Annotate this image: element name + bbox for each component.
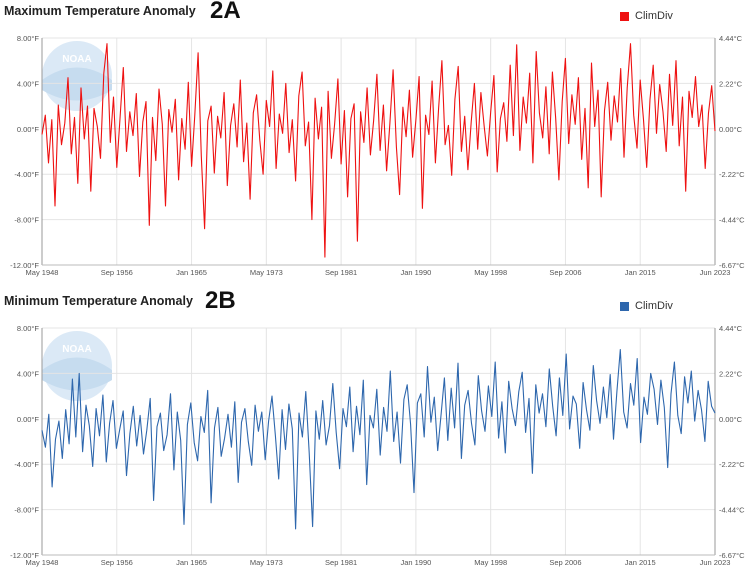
y-tick-label-left: 8.00°F: [17, 324, 40, 333]
y-tick-label-right: 4.44°C: [719, 34, 743, 43]
legend-swatch: [620, 11, 629, 21]
x-tick-label: Sep 1981: [325, 268, 357, 277]
y-tick-label-left: -12.00°F: [10, 261, 39, 270]
legend-label: ClimDiv: [635, 300, 673, 312]
x-tick-label: Jun 2023: [700, 558, 731, 567]
x-tick-label: Jan 1965: [176, 558, 207, 567]
logo-wave: [42, 67, 112, 101]
logo-text: NOAA: [62, 54, 91, 65]
y-tick-label-left: -12.00°F: [10, 551, 39, 560]
x-tick-label: Jan 2015: [625, 558, 656, 567]
x-tick-label: May 1973: [250, 268, 283, 277]
legend-swatch: [620, 301, 629, 311]
x-tick-label: May 1973: [250, 558, 283, 567]
y-tick-label-right: 2.22°C: [719, 79, 743, 88]
x-tick-label: Jan 1990: [400, 558, 431, 567]
x-tick-label: May 1998: [474, 558, 507, 567]
series-line-climdiv: [41, 349, 716, 530]
chart-title: Minimum Temperature Anomaly: [4, 294, 193, 308]
x-tick-label: Sep 2006: [549, 558, 581, 567]
y-tick-label-right: -6.67°C: [719, 551, 745, 560]
max-temp-panel: Maximum Temperature Anomaly 2A ClimDiv N…: [0, 0, 750, 290]
logo-wave: [42, 357, 112, 391]
y-tick-label-right: -4.44°C: [719, 216, 745, 225]
y-tick-label-left: -8.00°F: [14, 216, 39, 225]
x-tick-label: Sep 1956: [101, 268, 133, 277]
y-tick-label-left: 4.00°F: [17, 79, 40, 88]
x-tick-label: Jan 1990: [400, 268, 431, 277]
x-tick-label: Sep 1981: [325, 558, 357, 567]
y-tick-label-left: -4.00°F: [14, 170, 39, 179]
x-tick-label: May 1998: [474, 268, 507, 277]
noaa-logo: NOAA: [42, 331, 112, 401]
x-tick-label: Sep 1956: [101, 558, 133, 567]
y-tick-label-right: 0.00°C: [719, 415, 743, 424]
x-tick-label: Jun 2023: [700, 268, 731, 277]
panel-tag: 2A: [210, 0, 241, 24]
series-line-climdiv: [41, 43, 716, 258]
y-tick-label-left: -8.00°F: [14, 506, 39, 515]
legend[interactable]: ClimDiv: [620, 10, 673, 22]
chart-plot: NOAA 8.00°F 4.44°C 4.00°F 2.22°C 0.00°F 0.00°C…: [10, 34, 745, 277]
x-tick-label: Jan 1965: [176, 268, 207, 277]
y-tick-label-left: 0.00°F: [17, 125, 40, 134]
legend[interactable]: ClimDiv: [620, 300, 673, 312]
y-tick-label-right: 4.44°C: [719, 324, 743, 333]
y-tick-label-left: 4.00°F: [17, 369, 40, 378]
min-temp-panel: Minimum Temperature Anomaly 2B ClimDiv N…: [0, 287, 750, 581]
x-tick-label: May 1948: [26, 268, 59, 277]
chart-title: Maximum Temperature Anomaly: [4, 4, 196, 18]
y-tick-label-right: -2.22°C: [719, 170, 745, 179]
legend-label: ClimDiv: [635, 10, 673, 22]
x-tick-label: May 1948: [26, 558, 59, 567]
y-tick-label-right: -4.44°C: [719, 506, 745, 515]
y-tick-label-right: 2.22°C: [719, 369, 743, 378]
logo-text: NOAA: [62, 344, 91, 355]
y-tick-label-right: -2.22°C: [719, 460, 745, 469]
y-tick-label-left: 8.00°F: [17, 34, 40, 43]
chart-plot: NOAA 8.00°F 4.44°C 4.00°F 2.22°C 0.00°F 0.00°C…: [10, 324, 745, 567]
y-tick-label-left: 0.00°F: [17, 415, 40, 424]
y-tick-label-right: -6.67°C: [719, 261, 745, 270]
noaa-logo: NOAA: [42, 41, 112, 111]
x-tick-label: Jan 2015: [625, 268, 656, 277]
panel-tag: 2B: [205, 287, 236, 314]
x-tick-label: Sep 2006: [549, 268, 581, 277]
y-tick-label-right: 0.00°C: [719, 125, 743, 134]
y-tick-label-left: -4.00°F: [14, 460, 39, 469]
